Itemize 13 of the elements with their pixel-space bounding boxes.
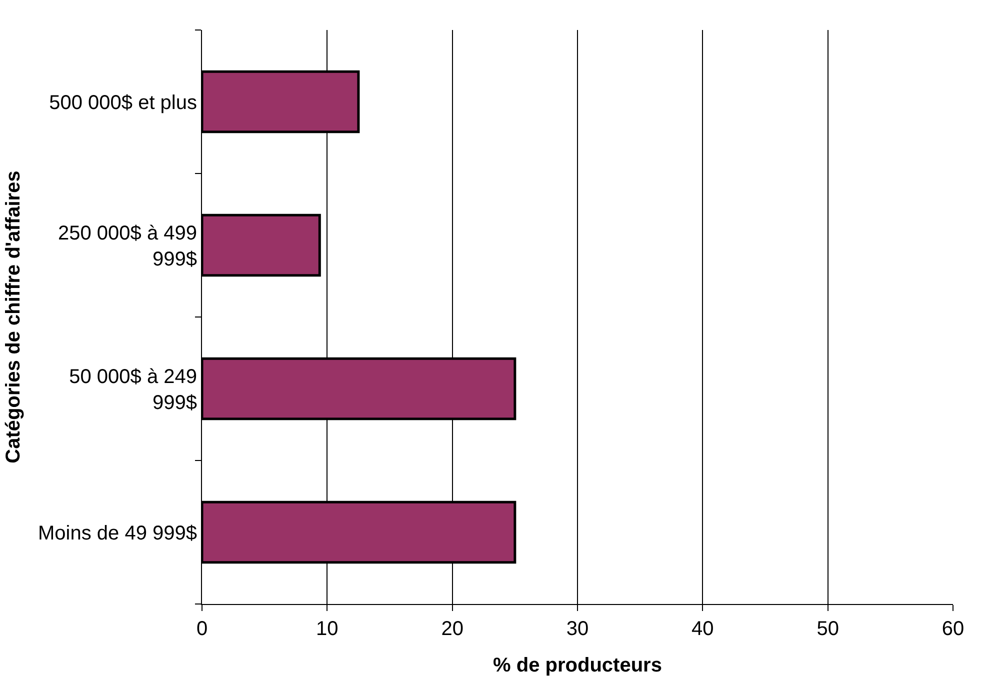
- x-tick-label: 40: [692, 618, 714, 640]
- y-tick-label: 50 000$ à 249 999$: [69, 366, 197, 414]
- x-tick-label: 20: [441, 618, 464, 640]
- x-axis-title: % de producteurs: [493, 654, 662, 676]
- y-tick-label: 500 000$ et plus: [49, 92, 197, 114]
- y-tick-label: Moins de 49 999$: [38, 522, 197, 544]
- x-tick-label: 0: [196, 618, 208, 640]
- y-tick-label: 250 000$ à 499 999$: [58, 222, 197, 270]
- x-tick-label: 60: [942, 618, 964, 640]
- x-tick-label: 10: [316, 618, 338, 640]
- x-tick-label: 30: [566, 618, 589, 640]
- x-tick-label: 50: [816, 618, 839, 640]
- y-axis-title: Catégories de chiffre d'affaires: [2, 170, 24, 464]
